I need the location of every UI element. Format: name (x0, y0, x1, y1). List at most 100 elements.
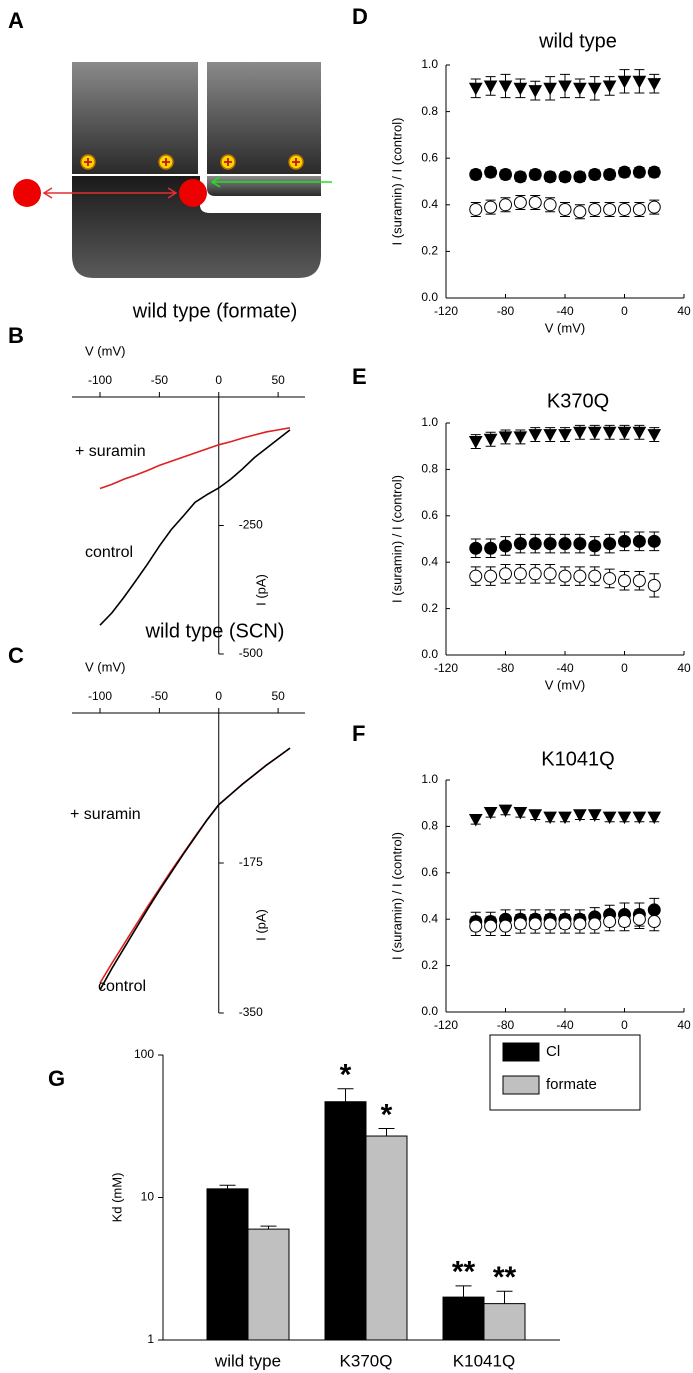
marker (647, 915, 661, 929)
panel-label: C (8, 643, 24, 668)
x-tick-label: K1041Q (453, 1351, 515, 1370)
panel-label: E (352, 364, 367, 389)
significance: * (340, 1059, 352, 1092)
x-tick-label: -120 (434, 1018, 458, 1032)
marker (647, 200, 661, 214)
marker (499, 198, 512, 212)
x-tick-label: wild type (214, 1351, 281, 1370)
marker (543, 811, 557, 825)
marker (603, 915, 617, 929)
marker (573, 205, 587, 219)
marker (513, 170, 527, 184)
marker (573, 82, 587, 96)
marker (603, 202, 617, 216)
x-tick-label: 0 (621, 304, 628, 318)
marker (632, 811, 647, 825)
positive-charges (80, 154, 304, 170)
panel-label: G (48, 1066, 65, 1091)
y-tick-label: 0.2 (421, 601, 438, 615)
marker (588, 539, 602, 553)
y-tick-label: 10 (141, 1190, 155, 1204)
y-axis-label: Kd (mM) (109, 1173, 124, 1223)
y-tick-label: 0.4 (421, 911, 438, 925)
marker (573, 917, 587, 931)
marker (588, 168, 602, 182)
significance: ** (452, 1256, 476, 1289)
marker (499, 919, 512, 933)
trace-label: control (98, 978, 146, 995)
marker (468, 82, 483, 96)
y-tick-label: 0.2 (421, 958, 438, 972)
chart-title: wild type (538, 30, 617, 52)
legend-swatch (502, 1075, 540, 1095)
marker (469, 202, 483, 216)
chart-title: K1041Q (541, 748, 614, 770)
marker (499, 567, 512, 581)
significance: ** (493, 1261, 517, 1294)
marker (602, 811, 617, 825)
x-axis-label: V (mV) (85, 343, 125, 358)
marker (513, 82, 528, 96)
marker (483, 80, 498, 94)
y-tick-label: 0.6 (421, 150, 438, 164)
y-tick-label: -250 (239, 518, 263, 532)
x-tick-label: -40 (556, 304, 574, 318)
legend-label: formate (546, 1076, 597, 1093)
marker (513, 567, 527, 581)
marker (469, 541, 483, 555)
marker (587, 82, 602, 96)
panel-label: F (352, 721, 365, 746)
panel-label: B (8, 323, 24, 348)
anion (13, 179, 41, 207)
y-tick-label: -175 (239, 855, 263, 869)
marker (647, 811, 662, 825)
x-axis-label: V (mV) (545, 320, 585, 335)
marker (469, 168, 483, 182)
chart-title: K370Q (547, 390, 609, 412)
marker (558, 202, 572, 216)
marker (587, 809, 602, 822)
y-tick-label: 0.0 (421, 1004, 438, 1018)
marker (483, 806, 498, 820)
green-arrow (210, 176, 332, 188)
marker (618, 534, 631, 548)
marker (528, 537, 542, 551)
marker (618, 915, 631, 929)
x-tick-label: -50 (151, 689, 169, 703)
y-tick-label: 0.0 (421, 647, 438, 661)
bar (442, 1296, 485, 1341)
trace (99, 747, 291, 991)
x-tick-label: -80 (497, 1018, 515, 1032)
marker (483, 433, 498, 447)
marker (647, 165, 661, 179)
marker (647, 429, 662, 442)
x-tick-label: -80 (497, 304, 515, 318)
protein-block (72, 176, 321, 278)
marker (558, 569, 572, 583)
x-tick-label: 0 (621, 1018, 628, 1032)
marker (484, 165, 498, 179)
chart-title: wild type (SCN) (145, 620, 285, 642)
marker (543, 170, 557, 184)
y-tick-label: -350 (239, 1005, 263, 1019)
marker (618, 574, 631, 588)
marker (588, 202, 602, 216)
error-bar (219, 1184, 236, 1189)
marker (513, 431, 528, 444)
bar (365, 1135, 408, 1341)
marker (498, 804, 513, 818)
y-axis-label: I (pA) (253, 909, 268, 941)
marker (528, 809, 543, 822)
marker (632, 202, 646, 216)
marker (647, 78, 662, 91)
y-tick-label: 100 (134, 1047, 154, 1061)
marker (617, 75, 632, 89)
y-tick-label: 1.0 (421, 772, 438, 786)
legend-label: Cl (546, 1043, 560, 1060)
marker (632, 574, 646, 588)
marker (484, 200, 498, 214)
marker (468, 436, 483, 449)
y-tick-label: 0.6 (421, 865, 438, 879)
marker (558, 811, 572, 825)
